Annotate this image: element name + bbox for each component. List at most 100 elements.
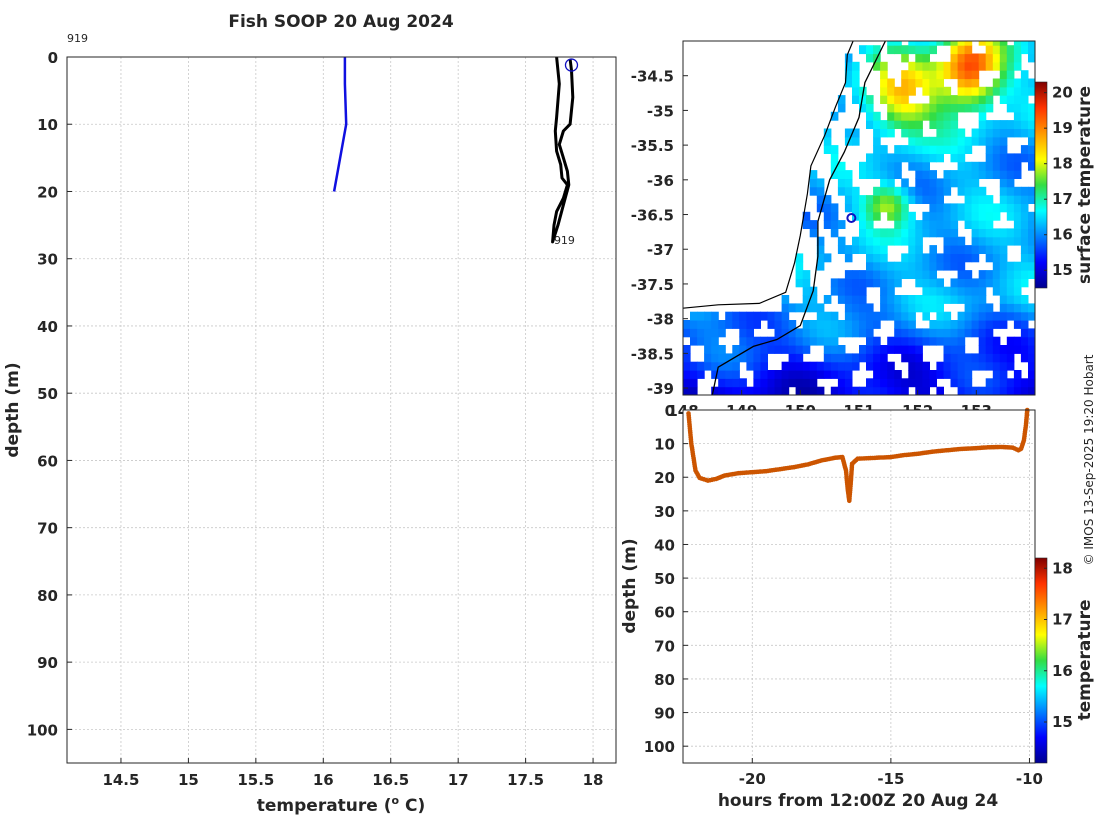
sst-cell — [908, 86, 916, 96]
sst-cell — [957, 78, 966, 88]
sst-cell — [880, 303, 888, 313]
sst-cell — [964, 186, 973, 196]
sst-cell — [957, 361, 966, 371]
sst-cell — [950, 286, 959, 296]
sst-cell — [774, 320, 783, 329]
sst-cell — [1020, 153, 1029, 163]
sst-cell — [873, 386, 881, 395]
sst-cell — [887, 111, 895, 121]
sst-cell — [690, 311, 698, 321]
sst-cell — [950, 95, 959, 104]
sst-cell — [950, 220, 959, 229]
sst-cell — [978, 311, 987, 321]
sst-cell — [704, 336, 712, 346]
sst-cell — [746, 328, 754, 338]
sst-cell — [852, 311, 860, 321]
sst-cell — [697, 328, 705, 338]
sst-cell — [922, 378, 930, 388]
sst-cell — [1013, 236, 1022, 246]
sst-cell — [859, 220, 867, 229]
sst-cell — [936, 220, 944, 229]
sst-cell — [915, 353, 923, 363]
sst-cell — [922, 53, 930, 63]
vessel-position-marker — [846, 213, 857, 223]
sst-cell — [901, 253, 909, 263]
sst-cell — [978, 353, 987, 363]
sst-cell — [880, 70, 888, 80]
sst-cell — [880, 270, 888, 279]
sst-cell — [774, 336, 783, 346]
sst-cell — [964, 53, 973, 63]
sst-cell — [837, 328, 846, 338]
sst-cell — [922, 153, 930, 163]
sst-cell — [908, 103, 916, 113]
sst-cell — [908, 245, 916, 254]
sst-cell — [1028, 378, 1035, 388]
sst-cell — [873, 361, 881, 371]
sst-cell — [943, 361, 952, 371]
map-ytick-label: -35 — [647, 102, 674, 120]
sst-cell — [922, 70, 930, 80]
sst-cell — [866, 53, 874, 63]
sst-cell — [1020, 228, 1029, 238]
sst-cell — [760, 370, 768, 379]
sst-cell — [936, 278, 944, 288]
sst-cell — [718, 345, 726, 354]
sst-cell — [816, 253, 825, 263]
sst-cell — [830, 170, 839, 179]
sst-cell — [873, 270, 881, 279]
sst-cell — [922, 145, 930, 154]
sst-cell — [859, 245, 867, 254]
sst-cell — [711, 353, 719, 363]
profile-annotation-919: 919 — [67, 32, 88, 45]
sst-cell — [725, 353, 733, 363]
sst-cell — [1006, 203, 1015, 213]
sst-cell — [823, 128, 832, 138]
sst-cell — [802, 336, 811, 346]
sst-cell — [809, 336, 818, 346]
sst-cell — [936, 61, 944, 71]
sst-cell — [971, 253, 980, 263]
sst-cell — [957, 70, 966, 80]
sst-cell — [985, 361, 994, 371]
sst-cell — [957, 386, 966, 395]
sst-cell — [844, 378, 853, 388]
sst-cell — [837, 278, 846, 288]
sst-cell — [852, 278, 860, 288]
sst-cell — [908, 320, 916, 329]
timeseries-ytick-label: 10 — [654, 436, 675, 454]
sst-cell — [929, 186, 937, 196]
sst-cell — [823, 203, 832, 213]
sst-cell — [922, 311, 930, 321]
sst-cell — [943, 228, 952, 238]
sst-cell — [943, 128, 952, 138]
sst-cell — [929, 253, 937, 263]
sst-cell — [866, 170, 874, 179]
sst-cell — [781, 378, 790, 388]
sst-cell — [880, 178, 888, 188]
sst-cell — [936, 136, 944, 146]
sst-cell — [950, 361, 959, 371]
sst-cell — [1013, 103, 1022, 113]
sst-cell — [964, 303, 973, 313]
sst-cell — [774, 386, 783, 395]
sst-cell — [795, 386, 804, 395]
sst-cell — [873, 378, 881, 388]
sst-cell — [936, 228, 944, 238]
profile-ytick-label: 70 — [37, 520, 58, 538]
sst-cell — [795, 370, 804, 379]
sst-cell — [950, 378, 959, 388]
sst-cell — [964, 378, 973, 388]
sst-cell — [901, 328, 909, 338]
sst-cell — [992, 45, 1001, 55]
sst-cell — [943, 370, 952, 379]
sst-cell — [852, 70, 860, 80]
sst-cell — [894, 170, 902, 179]
sst-cell — [908, 111, 916, 121]
sst-cell — [950, 278, 959, 288]
sst-cell — [999, 86, 1008, 96]
sst-cell — [802, 370, 811, 379]
sst-cell — [1020, 345, 1029, 354]
sst-cell — [753, 378, 761, 388]
sst-cell — [985, 41, 994, 46]
